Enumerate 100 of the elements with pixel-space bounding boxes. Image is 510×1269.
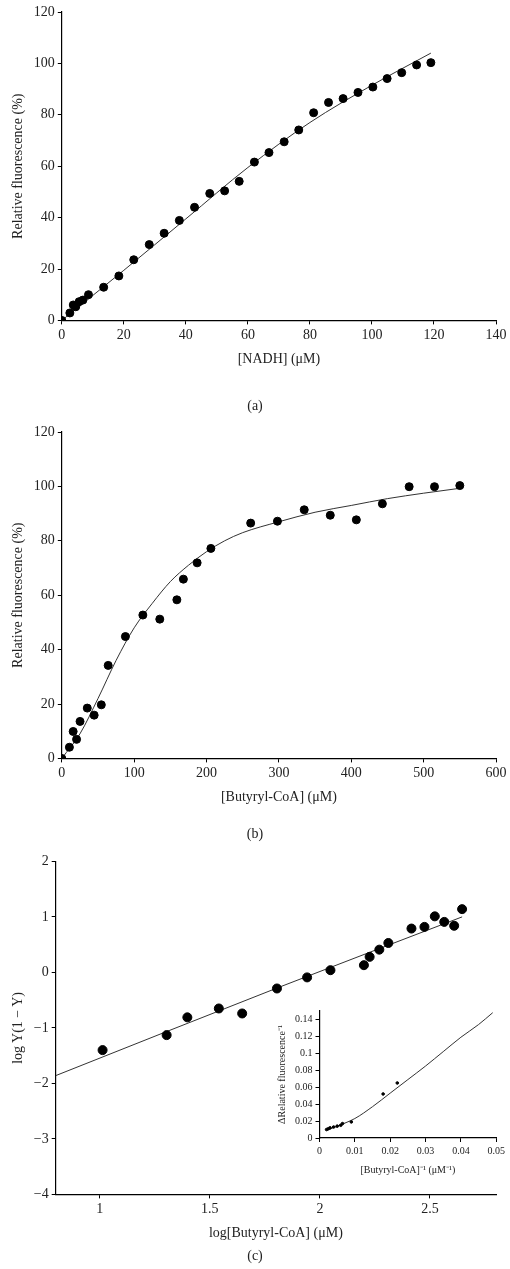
y-tick-label: 0.06 [295,1080,313,1092]
point [351,515,361,525]
y-tick-label: 40 [40,641,55,657]
point [426,58,436,68]
y-tick-label: 0.08 [295,1063,313,1075]
point [382,74,392,84]
x-axis-title: [NADH] (μM) [237,351,321,368]
x-tick-label: 300 [268,765,290,781]
point [96,700,106,710]
y-tick-label: 100 [33,55,55,71]
y-tick-label: 0.02 [295,1114,313,1126]
x-tick-label: 100 [361,327,383,343]
y-tick-label: 60 [40,586,55,602]
y-tick-label: 100 [33,478,55,494]
point [279,137,289,147]
y-tick-label: 0.14 [295,1013,313,1025]
point [237,1008,248,1019]
y-tick-label: 40 [40,209,55,225]
point [406,923,417,934]
point [302,972,313,983]
y-tick-label: −1 [33,1019,49,1035]
point [190,202,200,212]
y-tick-label: 120 [33,3,55,19]
point [309,108,319,118]
x-axis-title: [Butyryl-CoA]⁻¹ (μM⁻¹) [360,1163,456,1176]
point [457,904,468,915]
y-tick-label: 1 [41,908,49,924]
point [65,308,75,318]
point [246,518,256,528]
y-tick-label: 120 [33,423,55,439]
point [439,916,450,927]
x-tick-label: 2 [316,1201,324,1217]
point [272,516,282,526]
point [404,482,414,492]
x-axis-title: [Butyryl-CoA] (μM) [220,789,338,806]
point [294,125,304,135]
text: (a) [246,398,264,414]
x-tick-label: 1 [96,1201,104,1217]
y-tick-label: −4 [33,1186,49,1202]
point [325,510,335,520]
x-tick-label: 100 [123,765,145,781]
x-tick-label: 0 [317,1144,322,1156]
y-tick-label: 20 [40,695,55,711]
text: (b) [245,826,265,842]
point [455,481,465,491]
y-tick-label: 0.1 [300,1046,313,1058]
x-tick-label: 1.5 [201,1201,219,1217]
y-axis-title: log Y(1 − Y) [10,991,27,1064]
point [338,94,348,104]
point [206,543,216,553]
point [161,1030,172,1041]
x-tick-label: 500 [413,765,435,781]
point [377,499,387,509]
point [89,710,99,720]
y-tick-label: −3 [33,1130,49,1146]
y-tick-label: 2 [41,853,49,869]
point [220,186,230,196]
y-tick-label: 0.12 [295,1030,313,1042]
y-tick-label: 0 [47,750,55,766]
y-tick-label: 80 [40,532,55,548]
point [99,282,109,292]
x-tick-label: 20 [116,327,131,343]
point [129,255,139,265]
point [192,558,202,568]
x-tick-label: 0.05 [487,1144,505,1156]
point [324,97,334,107]
y-tick-label: 0 [41,964,49,980]
point [68,726,78,736]
x-tick-label: 40 [178,327,193,343]
point [75,716,85,726]
text: (c) [246,1248,264,1264]
point [264,148,274,158]
point [353,87,363,97]
point [138,610,148,620]
point [383,937,394,948]
point [83,290,93,300]
point [429,482,439,492]
y-tick-label: 60 [40,157,55,173]
x-tick-label: 200 [196,765,218,781]
y-axis-title: ΔRelative fluorescence⁻¹ [275,1025,287,1124]
x-tick-label: 0.01 [346,1144,364,1156]
x-tick-label: 2.5 [421,1201,439,1217]
y-tick-label: −2 [33,1075,49,1091]
point [299,505,309,515]
y-axis-title: Relative fluorescence (%) [10,93,27,239]
point [144,240,154,250]
point [97,1045,108,1056]
point [159,228,169,238]
point [419,921,430,932]
y-tick-label: 0 [307,1131,313,1143]
point [182,1012,193,1023]
x-tick-label: 0.04 [452,1144,470,1156]
x-tick-label: 600 [485,765,507,781]
x-tick-label: 60 [240,327,255,343]
point [374,944,385,955]
x-tick-label: 0.03 [416,1144,435,1156]
point [429,911,440,922]
point [172,595,182,605]
point [155,614,165,624]
point [174,215,184,225]
